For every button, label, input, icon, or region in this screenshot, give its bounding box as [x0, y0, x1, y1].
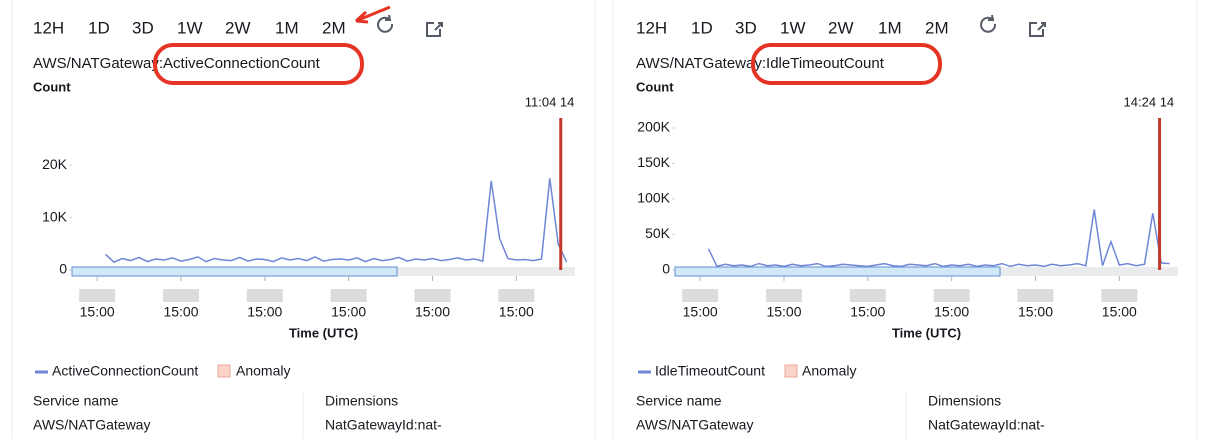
marker-label: 14:24 14: [1124, 94, 1175, 109]
x-tick-label: 15:00: [683, 304, 718, 320]
table-cell: AWS/NATGateway: [33, 417, 150, 433]
y-tick-label: 100K: [637, 190, 670, 206]
y-tick-label: 0: [59, 261, 67, 277]
legend-label[interactable]: Anomaly: [236, 363, 290, 379]
x-tick-label: 15:00: [415, 304, 450, 320]
blurred-date: [246, 289, 283, 302]
y-tick-label: 10K: [42, 208, 68, 224]
red-circle: [153, 43, 364, 85]
x-tick-label: 15:00: [331, 304, 366, 320]
range-button[interactable]: 3D: [132, 18, 154, 37]
range-button[interactable]: 1D: [691, 18, 713, 37]
x-tick-label: 15:00: [80, 304, 115, 320]
blurred-date: [498, 289, 535, 302]
range-button[interactable]: 12H: [33, 18, 64, 37]
blurred-date: [79, 289, 116, 302]
red-arrow: [354, 5, 391, 24]
x-tick-label: 15:00: [1018, 304, 1053, 320]
x-tick-label: 15:00: [499, 304, 534, 320]
range-button[interactable]: 2M: [925, 18, 949, 37]
series-line: [707, 209, 1170, 268]
range-button[interactable]: 1D: [88, 18, 110, 37]
table-header: Service name: [33, 393, 119, 409]
range-button[interactable]: 2W: [828, 18, 854, 37]
range-button[interactable]: 1M: [275, 18, 299, 37]
x-tick-label: 15:00: [934, 304, 969, 320]
x-tick-label: 15:00: [163, 304, 198, 320]
range-button[interactable]: 1W: [177, 18, 203, 37]
x-tick-label: 15:00: [766, 304, 801, 320]
blurred-date: [162, 289, 199, 302]
legend-label[interactable]: ActiveConnectionCount: [52, 363, 198, 379]
open-button[interactable]: [426, 22, 443, 37]
range-button[interactable]: 3D: [735, 18, 757, 37]
blurred-date: [1101, 289, 1138, 302]
x-axis-label: Time (UTC): [892, 325, 961, 340]
series-line: [104, 178, 568, 263]
blurred-date: [933, 289, 970, 302]
table-cell: NatGatewayId:nat-: [325, 417, 442, 433]
table-header: Dimensions: [928, 393, 1001, 409]
y-axis-label: Count: [636, 79, 674, 94]
marker-label: 11:04 14: [525, 94, 575, 109]
blurred-date: [414, 289, 451, 302]
metric-title: AWS/NATGateway:ActiveConnectionCount: [33, 55, 321, 72]
refresh-button[interactable]: [980, 14, 997, 33]
range-button[interactable]: 1W: [780, 18, 806, 37]
blurred-date: [765, 289, 802, 302]
anomaly-swatch: [217, 364, 231, 378]
blurred-date: [849, 289, 886, 302]
x-tick-label: 15:00: [1102, 304, 1137, 320]
legend-label[interactable]: IdleTimeoutCount: [655, 363, 765, 379]
y-tick-label: 200K: [637, 119, 670, 135]
x-axis-label: Time (UTC): [289, 325, 358, 340]
x-tick-label: 15:00: [247, 304, 282, 320]
y-tick-label: 20K: [42, 156, 68, 172]
range-button[interactable]: 2M: [322, 18, 346, 37]
table-header: Dimensions: [325, 393, 398, 409]
y-axis-label: Count: [33, 79, 71, 94]
blurred-date: [1017, 289, 1054, 302]
y-tick-label: 150K: [637, 154, 670, 170]
table-header: Service name: [636, 393, 722, 409]
range-button[interactable]: 1M: [878, 18, 902, 37]
y-tick-label: 50K: [645, 225, 671, 241]
range-button[interactable]: 2W: [225, 18, 251, 37]
refresh-button[interactable]: [377, 14, 394, 33]
open-button[interactable]: [1029, 22, 1046, 37]
table-cell: AWS/NATGateway: [636, 417, 753, 433]
anomaly-swatch: [784, 364, 798, 378]
red-circle: [751, 43, 942, 85]
blurred-date: [682, 289, 719, 302]
blurred-date: [330, 289, 367, 302]
range-window: [674, 266, 1001, 277]
range-button[interactable]: 12H: [636, 18, 667, 37]
table-cell: NatGatewayId:nat-: [928, 417, 1045, 433]
x-tick-label: 15:00: [850, 304, 885, 320]
range-window: [71, 266, 398, 277]
legend-label[interactable]: Anomaly: [802, 363, 856, 379]
y-tick-label: 0: [662, 261, 670, 277]
metric-title: AWS/NATGateway:IdleTimeoutCount: [636, 55, 885, 72]
